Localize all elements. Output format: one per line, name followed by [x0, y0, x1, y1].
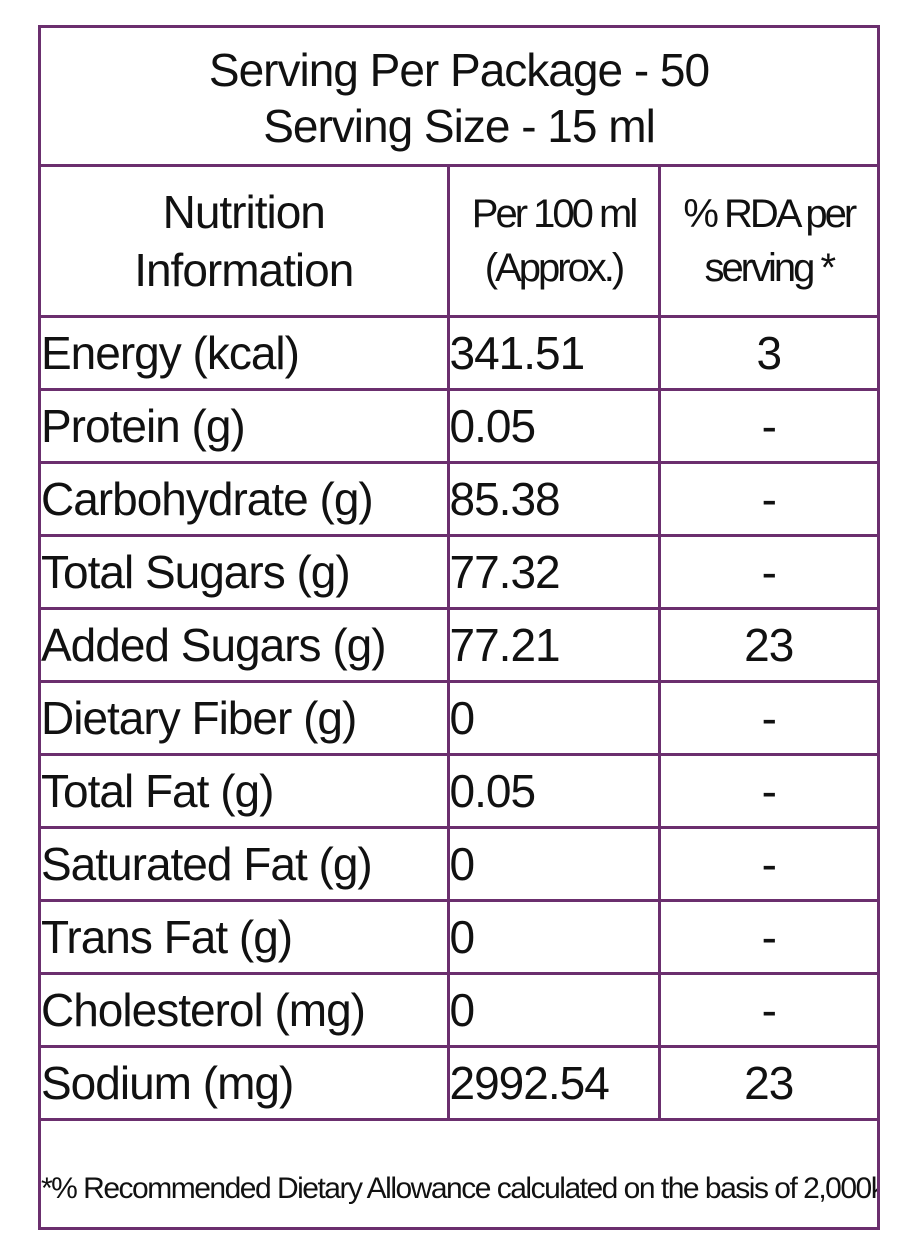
serving-size: Serving Size - 15 ml: [263, 100, 656, 152]
nutrient-name: Dietary Fiber (g): [41, 680, 450, 756]
table-row: Total Fat (g) 0.05 -: [41, 753, 877, 829]
nutrient-name: Energy (kcal): [41, 315, 450, 391]
nutrient-per-100ml: 77.32: [446, 534, 661, 610]
nutrient-per-100ml: 0.05: [446, 753, 661, 829]
nutrient-name: Trans Fat (g): [41, 899, 450, 975]
servings-per-package: Serving Per Package - 50: [208, 44, 710, 96]
table-row: Energy (kcal) 341.51 3: [41, 315, 877, 391]
nutrient-rda: -: [657, 972, 877, 1048]
serving-header: Serving Per Package - 50 Serving Size - …: [41, 28, 877, 167]
nutrient-name: Added Sugars (g): [41, 607, 450, 683]
column-header-per-100ml: Per 100 ml (Approx.): [446, 167, 661, 318]
nutrient-name: Protein (g): [41, 388, 450, 464]
nutrition-label: Serving Per Package - 50 Serving Size - …: [38, 25, 880, 1230]
table-row: Dietary Fiber (g) 0 -: [41, 680, 877, 756]
nutrition-table: Nutrition Information Per 100 ml (Approx…: [41, 167, 877, 1121]
nutrient-per-100ml: 341.51: [446, 315, 661, 391]
column-header-rda: % RDA per serving *: [657, 167, 877, 318]
nutrient-per-100ml: 0: [446, 680, 661, 756]
table-row: Carbohydrate (g) 85.38 -: [41, 461, 877, 537]
table-row: Total Sugars (g) 77.32 -: [41, 534, 877, 610]
nutrient-per-100ml: 2992.54: [446, 1045, 661, 1121]
nutrient-rda: -: [657, 753, 877, 829]
nutrient-per-100ml: 77.21: [446, 607, 661, 683]
nutrient-name: Saturated Fat (g): [41, 826, 450, 902]
table-row: Sodium (mg) 2992.54 23: [41, 1045, 877, 1121]
nutrient-rda: -: [657, 534, 877, 610]
nutrient-name: Cholesterol (mg): [41, 972, 450, 1048]
nutrient-name: Total Sugars (g): [41, 534, 450, 610]
nutrient-per-100ml: 0: [446, 826, 661, 902]
nutrient-rda: -: [657, 388, 877, 464]
nutrient-per-100ml: 0.05: [446, 388, 661, 464]
nutrient-per-100ml: 0: [446, 972, 661, 1048]
column-header-nutrition: Nutrition Information: [41, 167, 450, 318]
table-row: Cholesterol (mg) 0 -: [41, 972, 877, 1048]
nutrient-name: Total Fat (g): [41, 753, 450, 829]
table-row: Protein (g) 0.05 -: [41, 388, 877, 464]
nutrient-rda: -: [657, 899, 877, 975]
nutrient-name: Sodium (mg): [41, 1045, 450, 1121]
table-row: Saturated Fat (g) 0 -: [41, 826, 877, 902]
nutrient-per-100ml: 85.38: [446, 461, 661, 537]
rda-footnote: *% Recommended Dietary Allowance calcula…: [41, 1172, 877, 1205]
nutrient-rda: 3: [657, 315, 877, 391]
nutrient-per-100ml: 0: [446, 899, 661, 975]
nutrient-rda: 23: [657, 607, 877, 683]
nutrient-rda: -: [657, 680, 877, 756]
table-row: Added Sugars (g) 77.21 23: [41, 607, 877, 683]
nutrient-rda: -: [657, 461, 877, 537]
nutrient-rda: -: [657, 826, 877, 902]
table-row: Trans Fat (g) 0 -: [41, 899, 877, 975]
table-header-row: Nutrition Information Per 100 ml (Approx…: [41, 167, 877, 318]
nutrient-rda: 23: [657, 1045, 877, 1121]
nutrient-name: Carbohydrate (g): [41, 461, 450, 537]
